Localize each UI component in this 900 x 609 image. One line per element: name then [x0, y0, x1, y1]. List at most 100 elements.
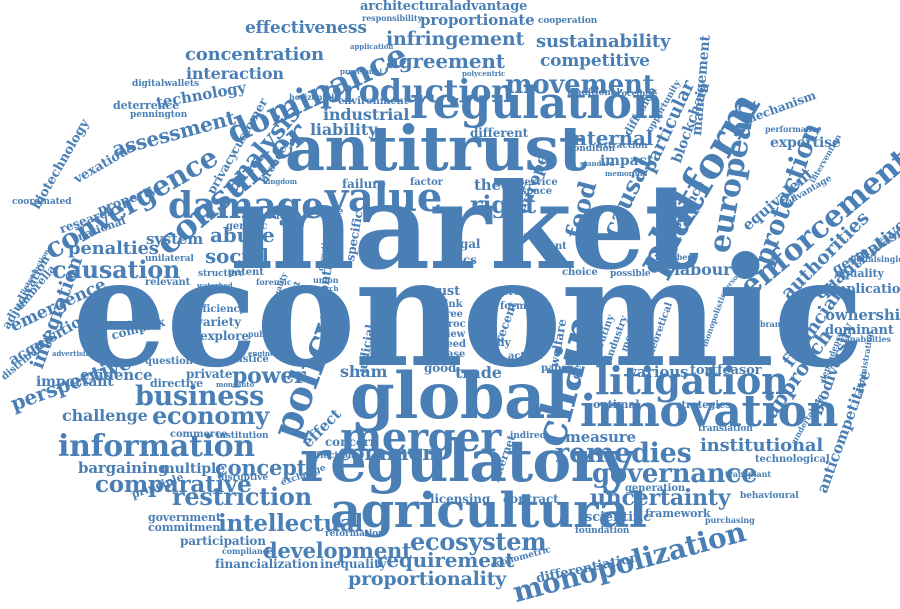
- word-compliance: compliance: [222, 546, 273, 556]
- word-trade: trade: [455, 363, 502, 382]
- word-liability: liability: [310, 120, 378, 139]
- word-interaction: interaction: [186, 64, 284, 83]
- word-merger: merger: [340, 414, 501, 461]
- word-institution: institution: [216, 431, 269, 441]
- word-business: business: [135, 381, 265, 412]
- word-efficiency: efficiency: [192, 304, 246, 315]
- word-view: view: [441, 329, 466, 340]
- word-procedural: procedural: [340, 67, 383, 76]
- word-commerce: commerce: [170, 429, 228, 440]
- word-proportionality: proportionality: [348, 568, 507, 590]
- word-concern: concern: [325, 435, 379, 449]
- word-application: application: [350, 42, 394, 51]
- word-structure: structure: [198, 269, 245, 279]
- word-penalties: penalties: [68, 238, 159, 259]
- word-advertising: advertising: [52, 349, 96, 358]
- word-explore: explore: [200, 329, 249, 343]
- word-behavioural: behavioural: [740, 491, 799, 501]
- word-ecosystem: ecosystem: [410, 527, 547, 556]
- word-measure: measure: [565, 428, 636, 446]
- word-engine: engine: [248, 349, 275, 358]
- word-commitment: commitment: [148, 521, 226, 534]
- word-various: various: [628, 363, 689, 381]
- word-participation: participation: [180, 534, 266, 548]
- word-movement: movement: [505, 70, 655, 100]
- word-deterrence: deterrence: [113, 99, 179, 112]
- word-antitrust: antitrust: [285, 112, 587, 185]
- word-public: public: [248, 329, 276, 339]
- word-variety: variety: [196, 315, 241, 329]
- word-ownership: ownership: [825, 306, 900, 324]
- word-legal: legal: [448, 237, 481, 251]
- word-bargaining: bargaining: [78, 459, 169, 477]
- word-institutional: institutional: [700, 435, 824, 456]
- word-trust: trust: [425, 284, 460, 299]
- word-contract: contract: [503, 492, 559, 506]
- word-kingdom: kingdom: [263, 177, 297, 186]
- word-technological: technological: [755, 454, 830, 465]
- word-standard: standard: [580, 159, 615, 168]
- word-forensic: forensic: [256, 277, 292, 287]
- word-governance: governance: [592, 459, 758, 489]
- word-labour: labour: [674, 260, 732, 279]
- word-coordinated: coordinated: [12, 197, 72, 207]
- word-impact: impact: [600, 153, 654, 169]
- word-economy: economy: [152, 401, 270, 430]
- word-requirement: requirement: [376, 548, 515, 572]
- word-capabilities: capabilities: [840, 334, 891, 344]
- word-optimal: optimal: [593, 398, 640, 411]
- word-restriction: restriction: [172, 482, 312, 511]
- word-possible: possible: [610, 269, 651, 279]
- word-licensing: licensing: [430, 492, 491, 506]
- word-production: production: [320, 72, 515, 110]
- word-vexatious: vexatious: [71, 140, 138, 188]
- word-disruptive: disruptive: [218, 473, 268, 483]
- word-dominant: dominant: [825, 323, 894, 338]
- word-generic: generic: [226, 221, 268, 232]
- word-environment: environment: [338, 96, 409, 107]
- word-responsibility: responsibility: [362, 13, 423, 23]
- word-free: free: [441, 309, 463, 320]
- word-social: social: [205, 244, 269, 268]
- word-infringement: infringement: [386, 28, 525, 50]
- word-tortfeasor: tortfeasor: [690, 363, 762, 378]
- word-choice: choice: [562, 267, 598, 278]
- word-case: case: [441, 349, 466, 360]
- word-directive: directive: [150, 377, 204, 390]
- word-reflection: reflection: [306, 451, 355, 461]
- word-right: right: [470, 190, 536, 219]
- word-member: member: [655, 252, 692, 262]
- word-effectiveness: effectiveness: [245, 18, 367, 38]
- word-factor: factor: [410, 177, 443, 188]
- word-competitive: competitive: [540, 51, 650, 71]
- word-good: good: [424, 361, 457, 375]
- word-damage: damage: [168, 185, 324, 227]
- word-causation: causation: [52, 255, 181, 284]
- word-comparative: comparative: [95, 471, 252, 498]
- word-seed: seed: [441, 339, 466, 350]
- word-traditional: traditional: [567, 88, 620, 98]
- word-equality: equality: [835, 267, 884, 280]
- word-search: search: [313, 284, 339, 293]
- word-proportionate: proportionate: [420, 11, 535, 29]
- word-joint: joint: [510, 231, 536, 242]
- word-concentration: concentration: [185, 44, 324, 65]
- word-information: information: [58, 429, 255, 464]
- word-transplant: transplant: [725, 469, 771, 479]
- word-abuse: abuse: [210, 223, 275, 247]
- word-regulation: regulation: [410, 78, 664, 129]
- word-litigation: litigation: [595, 358, 789, 403]
- word-generation: generation: [625, 483, 686, 494]
- word-memorium: memorium: [605, 169, 648, 178]
- word-industrial: industrial: [323, 105, 410, 124]
- word-economic: economic: [72, 225, 864, 401]
- word-architecturaladvantage: architecturaladvantage: [360, 0, 528, 14]
- word-agreement: agreement: [386, 49, 505, 73]
- word-question: question: [145, 356, 193, 367]
- word-justice: justice: [232, 354, 269, 365]
- word-union: union: [313, 275, 339, 285]
- word-paper: paper: [541, 363, 573, 374]
- word-important: important: [36, 374, 114, 390]
- word-purchasing: purchasing: [705, 515, 755, 525]
